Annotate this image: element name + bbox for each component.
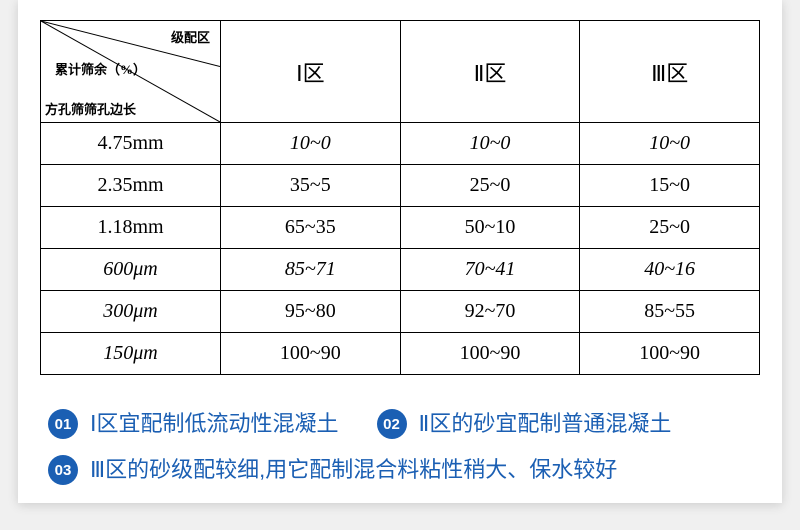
note-item: 02 Ⅱ区的砂宜配制普通混凝土: [377, 409, 672, 439]
table-cell: 25~0: [580, 207, 760, 249]
notes-section: 01 Ⅰ区宜配制低流动性混凝土 02 Ⅱ区的砂宜配制普通混凝土 03 Ⅲ区的砂级…: [18, 383, 782, 485]
table-row: 300μm95~8092~7085~55: [41, 291, 760, 333]
table-row: 1.18mm65~3550~1025~0: [41, 207, 760, 249]
table-cell: 85~55: [580, 291, 760, 333]
diagonal-header-cell: 级配区 累计筛余（%） 方孔筛筛孔边长: [41, 21, 221, 123]
table-cell: 10~0: [580, 123, 760, 165]
row-size-label: 4.75mm: [41, 123, 221, 165]
row-size-label: 300μm: [41, 291, 221, 333]
zone-header-2: Ⅱ区: [400, 21, 580, 123]
table-cell: 95~80: [221, 291, 401, 333]
zone-header-1: Ⅰ区: [221, 21, 401, 123]
table-row: 4.75mm10~010~010~0: [41, 123, 760, 165]
table-cell: 10~0: [400, 123, 580, 165]
table-header-row: 级配区 累计筛余（%） 方孔筛筛孔边长 Ⅰ区 Ⅱ区 Ⅲ区: [41, 21, 760, 123]
table-cell: 85~71: [221, 249, 401, 291]
note-row-2: 03 Ⅲ区的砂级配较细,用它配制混合料粘性稍大、保水较好: [48, 455, 752, 485]
table-body: 4.75mm10~010~010~02.35mm35~525~015~01.18…: [41, 123, 760, 375]
table-row: 2.35mm35~525~015~0: [41, 165, 760, 207]
note-row-1: 01 Ⅰ区宜配制低流动性混凝土 02 Ⅱ区的砂宜配制普通混凝土: [48, 409, 752, 439]
table-cell: 65~35: [221, 207, 401, 249]
row-size-label: 150μm: [41, 333, 221, 375]
diag-label-top: 级配区: [171, 27, 210, 46]
row-size-label: 1.18mm: [41, 207, 221, 249]
table-cell: 100~90: [221, 333, 401, 375]
gradation-table: 级配区 累计筛余（%） 方孔筛筛孔边长 Ⅰ区 Ⅱ区 Ⅲ区 4.75mm10~01…: [40, 20, 760, 375]
note-badge: 02: [377, 409, 407, 439]
row-size-label: 600μm: [41, 249, 221, 291]
table-row: 150μm100~90100~90100~90: [41, 333, 760, 375]
row-size-label: 2.35mm: [41, 165, 221, 207]
table-cell: 35~5: [221, 165, 401, 207]
table-cell: 70~41: [400, 249, 580, 291]
table-cell: 92~70: [400, 291, 580, 333]
note-text: Ⅰ区宜配制低流动性混凝土: [90, 410, 339, 439]
table-cell: 10~0: [221, 123, 401, 165]
table-cell: 50~10: [400, 207, 580, 249]
table-cell: 40~16: [580, 249, 760, 291]
table-cell: 100~90: [400, 333, 580, 375]
diag-label-bottom: 方孔筛筛孔边长: [45, 99, 136, 118]
table-container: 级配区 累计筛余（%） 方孔筛筛孔边长 Ⅰ区 Ⅱ区 Ⅲ区 4.75mm10~01…: [18, 0, 782, 383]
table-cell: 15~0: [580, 165, 760, 207]
zone-header-3: Ⅲ区: [580, 21, 760, 123]
table-row: 600μm85~7170~4140~16: [41, 249, 760, 291]
content-card: 级配区 累计筛余（%） 方孔筛筛孔边长 Ⅰ区 Ⅱ区 Ⅲ区 4.75mm10~01…: [18, 0, 782, 503]
diag-label-mid: 累计筛余（%）: [55, 59, 146, 78]
note-item: 03 Ⅲ区的砂级配较细,用它配制混合料粘性稍大、保水较好: [48, 455, 617, 485]
note-badge: 01: [48, 409, 78, 439]
table-cell: 100~90: [580, 333, 760, 375]
note-text: Ⅲ区的砂级配较细,用它配制混合料粘性稍大、保水较好: [90, 456, 617, 485]
table-cell: 25~0: [400, 165, 580, 207]
note-item: 01 Ⅰ区宜配制低流动性混凝土: [48, 409, 339, 439]
note-text: Ⅱ区的砂宜配制普通混凝土: [419, 410, 672, 439]
note-badge: 03: [48, 455, 78, 485]
